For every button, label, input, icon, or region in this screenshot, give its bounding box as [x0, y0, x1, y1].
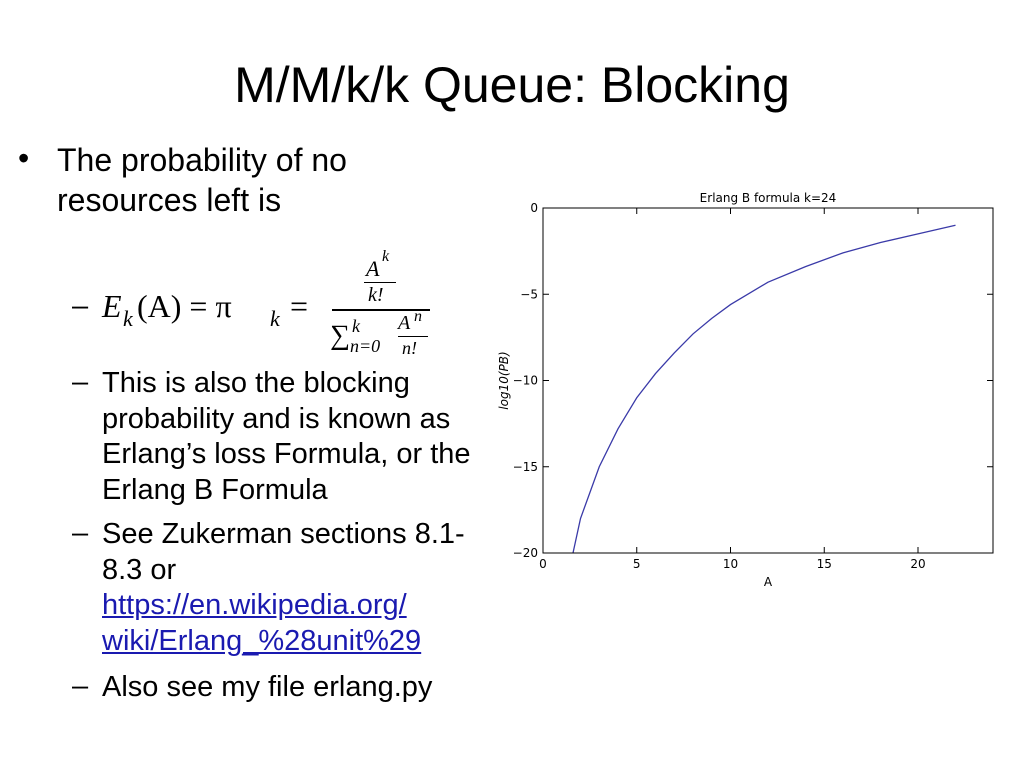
frac-line	[364, 282, 396, 283]
x-tick-label: 0	[539, 557, 547, 571]
math: n!	[402, 338, 417, 358]
dash: –	[72, 366, 89, 398]
frac-line	[398, 336, 428, 337]
math: k	[270, 306, 280, 331]
math: n	[414, 308, 422, 325]
sub-bullet: See Zukerman sections 8.1-8.3 or https:/…	[102, 517, 477, 659]
link[interactable]: https://en.wikipedia.org/	[102, 589, 407, 621]
sub-bullet: Also see my file erlang.py	[102, 671, 433, 703]
y-tick-label: −15	[513, 460, 538, 474]
math: k	[123, 306, 133, 331]
bullet: The probability of no resources left is	[57, 142, 347, 218]
chart-title: Erlang B formula k=24	[700, 191, 837, 205]
x-axis-label: A	[764, 575, 773, 589]
slide-title: M/M/k/k Queue: Blocking	[234, 57, 790, 113]
math: (A) = π	[137, 288, 232, 324]
x-tick-label: 10	[723, 557, 738, 571]
x-tick-label: 20	[910, 557, 925, 571]
y-tick-label: 0	[530, 201, 538, 215]
math: k	[352, 316, 360, 336]
dash: –	[72, 670, 89, 702]
math: n=0	[350, 336, 381, 356]
x-tick-label: 5	[633, 557, 641, 571]
math: k	[382, 248, 390, 265]
dash: –	[72, 290, 89, 322]
data-line	[572, 224, 956, 553]
plot-frame	[542, 207, 994, 554]
dash: –	[72, 517, 89, 549]
math: ∑	[330, 320, 350, 351]
y-tick-label: −10	[513, 374, 538, 388]
y-tick-label: −20	[513, 546, 538, 560]
math: k!	[368, 284, 384, 306]
y-tick-label: −5	[520, 287, 538, 301]
sub-bullet: This is also the blocking probability an…	[102, 367, 471, 506]
link[interactable]: wiki/Erlang_%28unit%29	[102, 624, 422, 657]
x-tick-label: 15	[817, 557, 832, 571]
math: =	[290, 288, 309, 324]
bullet-dot: •	[18, 140, 30, 176]
math: A	[398, 312, 411, 334]
sub-bullet-text: See Zukerman sections 8.1-8.3 or	[102, 518, 465, 586]
frac-line	[332, 309, 430, 311]
y-axis-label: log10(PB)	[497, 351, 511, 409]
math: E	[102, 288, 122, 324]
math: A	[366, 256, 380, 281]
